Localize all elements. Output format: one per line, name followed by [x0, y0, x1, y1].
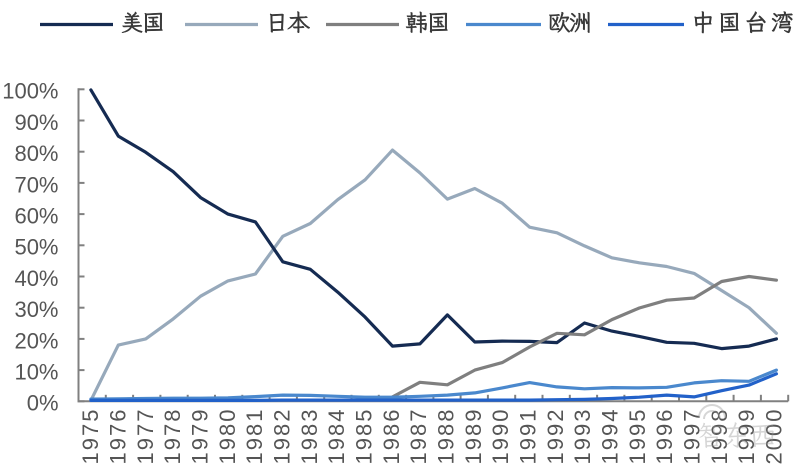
svg-text:1987: 1987	[406, 408, 431, 465]
svg-text:1977: 1977	[133, 408, 158, 465]
svg-text:40%: 40%	[14, 266, 58, 291]
svg-text:1991: 1991	[516, 408, 541, 465]
svg-text:1995: 1995	[625, 408, 650, 465]
svg-text:1976: 1976	[106, 408, 131, 465]
svg-text:20%: 20%	[14, 328, 58, 353]
svg-text:1996: 1996	[652, 408, 677, 465]
svg-text:1999: 1999	[734, 408, 759, 465]
svg-text:10%: 10%	[14, 360, 58, 385]
svg-text:1984: 1984	[324, 408, 349, 465]
svg-text:1994: 1994	[598, 408, 623, 465]
svg-text:100%: 100%	[2, 79, 58, 104]
svg-text:1979: 1979	[188, 408, 213, 465]
svg-text:30%: 30%	[14, 297, 58, 322]
svg-text:50%: 50%	[14, 235, 58, 260]
svg-text:1998: 1998	[707, 408, 732, 465]
svg-text:1997: 1997	[680, 408, 705, 465]
svg-text:1989: 1989	[461, 408, 486, 465]
svg-text:1978: 1978	[160, 408, 185, 465]
svg-text:2000: 2000	[762, 408, 787, 465]
svg-text:1988: 1988	[434, 408, 459, 465]
svg-text:1981: 1981	[242, 408, 267, 465]
svg-text:1990: 1990	[488, 408, 513, 465]
svg-text:1980: 1980	[215, 408, 240, 465]
svg-text:1985: 1985	[352, 408, 377, 465]
svg-text:0%: 0%	[27, 391, 59, 416]
svg-text:1975: 1975	[78, 408, 103, 465]
svg-text:1993: 1993	[570, 408, 595, 465]
svg-text:1992: 1992	[543, 408, 568, 465]
svg-text:90%: 90%	[14, 110, 58, 135]
svg-text:60%: 60%	[14, 204, 58, 229]
svg-text:1982: 1982	[270, 408, 295, 465]
svg-text:80%: 80%	[14, 141, 58, 166]
svg-text:1983: 1983	[297, 408, 322, 465]
svg-text:1986: 1986	[379, 408, 404, 465]
svg-text:70%: 70%	[14, 172, 58, 197]
